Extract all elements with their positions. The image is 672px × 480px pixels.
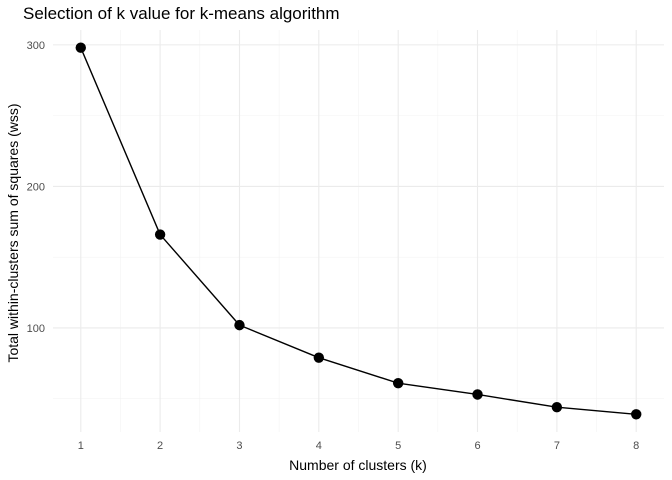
- major-gridlines: [53, 30, 664, 432]
- data-point: [154, 229, 166, 240]
- data-point: [75, 42, 86, 53]
- y-tick-label: 300: [27, 40, 45, 52]
- y-tick-label: 100: [27, 323, 45, 335]
- series-points: [75, 42, 642, 420]
- chart-title: Selection of k value for k-means algorit…: [23, 4, 340, 23]
- y-tick-label: 200: [27, 181, 45, 193]
- data-point: [631, 409, 642, 420]
- x-tick-label: 5: [395, 440, 401, 452]
- data-point: [313, 352, 325, 363]
- x-tick-label: 6: [474, 440, 480, 452]
- x-tick-label: 1: [78, 440, 84, 452]
- data-point: [551, 402, 563, 413]
- x-tick-label: 7: [554, 440, 560, 452]
- x-tick-labels: 1 2 3 4 5 6 7 8: [78, 440, 640, 452]
- data-point: [472, 389, 483, 400]
- series-line: [80, 47, 637, 416]
- x-tick-label: 2: [157, 440, 163, 452]
- y-axis-title: Total within-clusters sum of squares (ws…: [5, 103, 21, 362]
- y-tick-labels: 100 200 300: [27, 40, 45, 335]
- series-lines: [80, 47, 637, 416]
- x-tick-label: 8: [633, 440, 639, 452]
- x-tick-label: 4: [316, 440, 322, 452]
- data-point: [392, 377, 404, 389]
- x-tick-label: 3: [236, 440, 242, 452]
- x-axis-title: Number of clusters (k): [289, 457, 427, 473]
- data-point: [234, 319, 245, 331]
- minor-gridlines: [53, 30, 664, 432]
